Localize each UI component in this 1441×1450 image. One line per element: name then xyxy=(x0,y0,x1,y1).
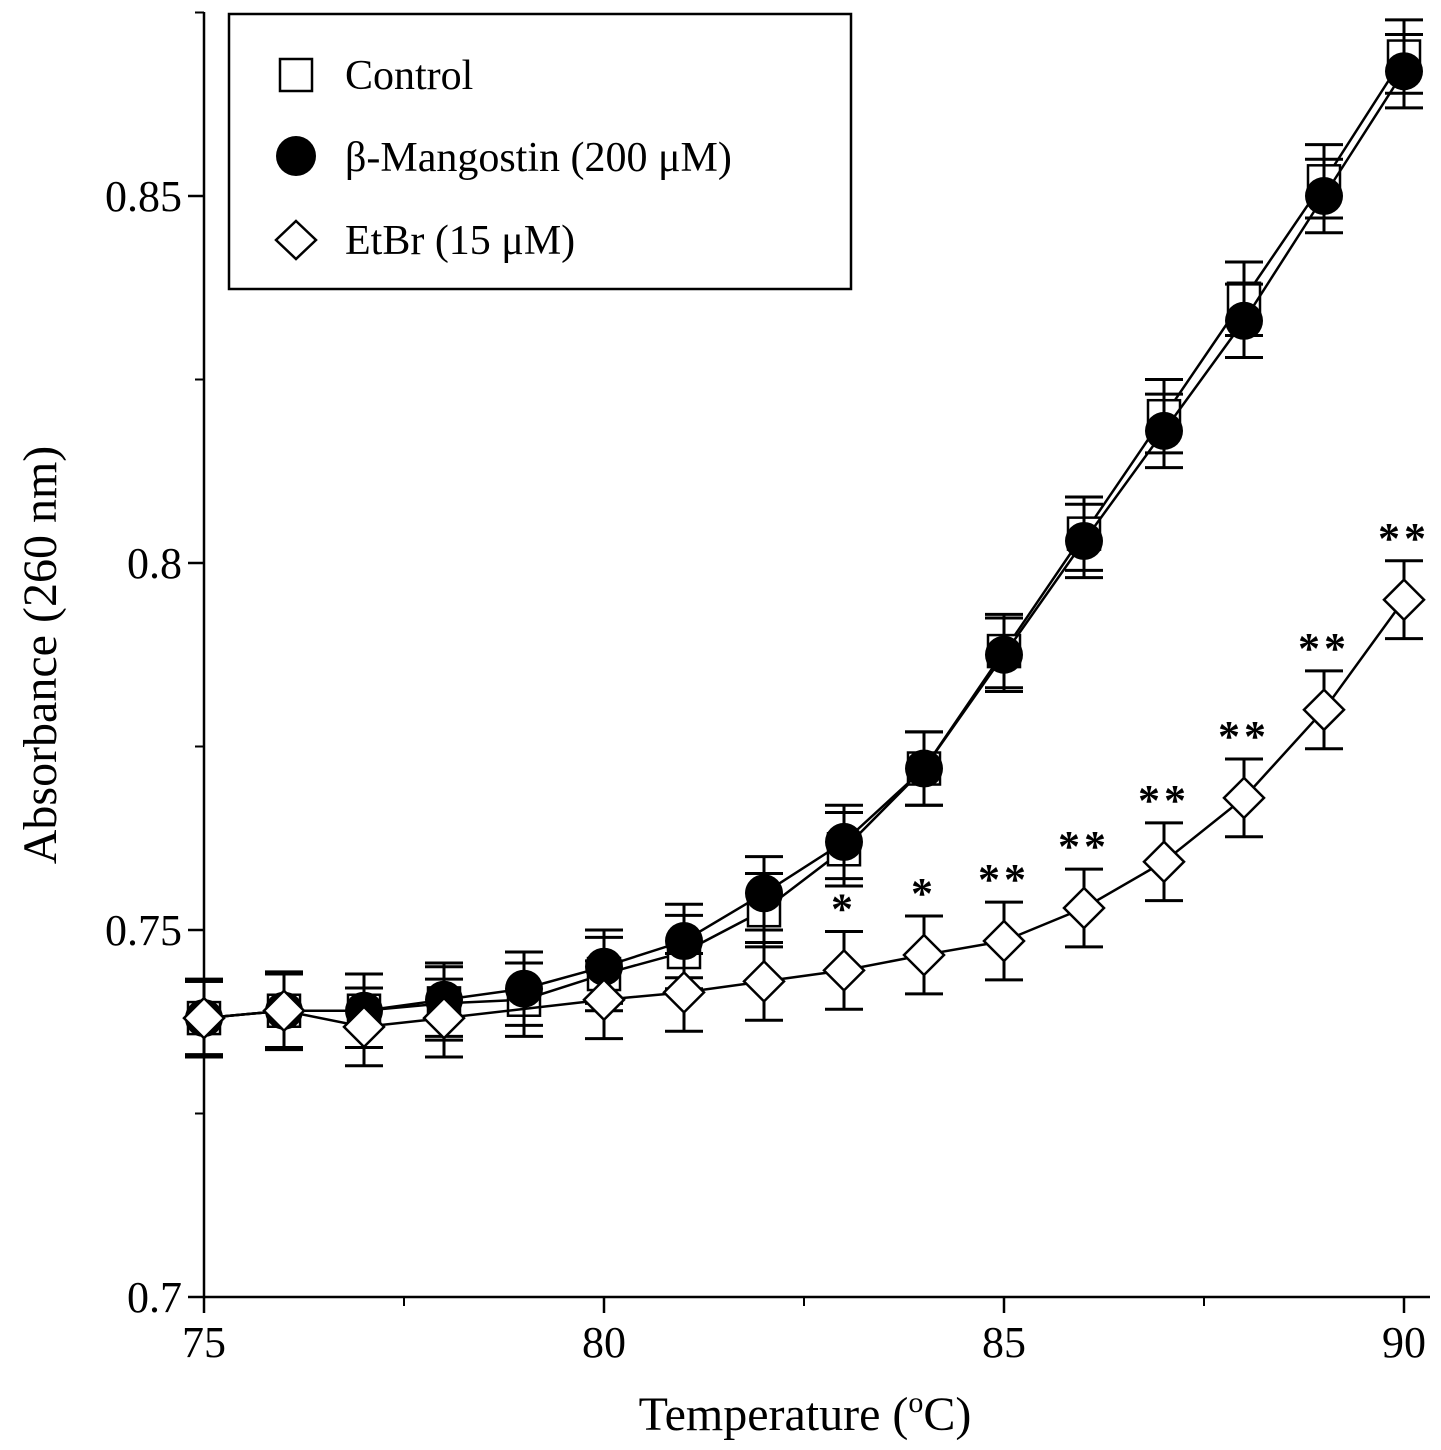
data-point-diamond xyxy=(582,977,626,1022)
x-axis-label: Temperature (oC) xyxy=(639,1386,972,1441)
data-point-circle xyxy=(1145,411,1183,450)
y-tick-label: 0.85 xyxy=(105,172,182,221)
data-point-diamond xyxy=(662,970,706,1015)
legend: Control β-Mangostin (200 μM) EtBr (15 μM… xyxy=(227,12,853,291)
data-point-diamond xyxy=(742,959,786,1004)
y-axis-label: Absorbance (260 nm) xyxy=(14,446,67,865)
legend-marker-mangostin xyxy=(276,136,316,176)
x-tick-label: 75 xyxy=(182,1318,226,1367)
data-point-diamond xyxy=(1302,688,1346,732)
significance-marker: * xyxy=(831,884,857,933)
data-point-circle xyxy=(825,822,863,861)
data-point-diamond xyxy=(262,988,306,1033)
significance-marker: ** xyxy=(1218,712,1270,761)
data-point-circle xyxy=(1305,177,1343,215)
significance-marker: ** xyxy=(978,855,1030,904)
data-point-diamond xyxy=(182,996,226,1040)
data-point-circle xyxy=(905,749,943,788)
legend-box xyxy=(227,12,853,291)
data-point-circle xyxy=(1225,301,1263,340)
legend-label-control: Control xyxy=(345,53,473,99)
series-line xyxy=(203,70,1406,1020)
y-tick-label: 0.7 xyxy=(127,1273,182,1322)
significance-marker: ** xyxy=(1138,776,1190,825)
data-point-circle xyxy=(505,969,543,1008)
data-point-circle xyxy=(1065,521,1103,560)
significance-marker: ** xyxy=(1298,624,1350,673)
series-line xyxy=(203,55,1406,1020)
data-point-diamond xyxy=(902,933,946,977)
legend-marker-etbr xyxy=(274,219,318,261)
series-line xyxy=(203,598,1406,1029)
data-point-diamond xyxy=(1382,577,1426,622)
data-point-circle xyxy=(745,874,783,913)
significance-marker: ** xyxy=(1058,822,1110,871)
x-tick-label: 90 xyxy=(1382,1318,1426,1367)
data-point-circle xyxy=(665,922,703,961)
data-point-diamond xyxy=(422,996,466,1040)
series-2: * * ************ xyxy=(182,514,1430,1068)
x-tick-label: 80 xyxy=(582,1318,626,1367)
data-point-diamond xyxy=(342,1005,386,1049)
legend-marker-control xyxy=(278,57,314,93)
data-point-diamond xyxy=(1142,839,1186,884)
data-point-diamond xyxy=(1222,776,1266,820)
legend-label-mangostin: β-Mangostin (200 μM) xyxy=(345,135,732,181)
y-tick-label: 0.75 xyxy=(105,906,182,955)
data-point-circle xyxy=(1385,52,1423,91)
legend-label-etbr: EtBr (15 μM) xyxy=(345,218,575,264)
data-point-diamond xyxy=(982,919,1026,963)
y-tick-label: 0.8 xyxy=(127,539,182,588)
data-point-diamond xyxy=(822,948,866,993)
x-tick-label: 85 xyxy=(982,1318,1026,1367)
data-point-circle xyxy=(985,635,1023,674)
significance-marker: ** xyxy=(1378,514,1430,563)
data-point-diamond xyxy=(1062,886,1106,930)
significance-marker: * xyxy=(911,869,937,918)
